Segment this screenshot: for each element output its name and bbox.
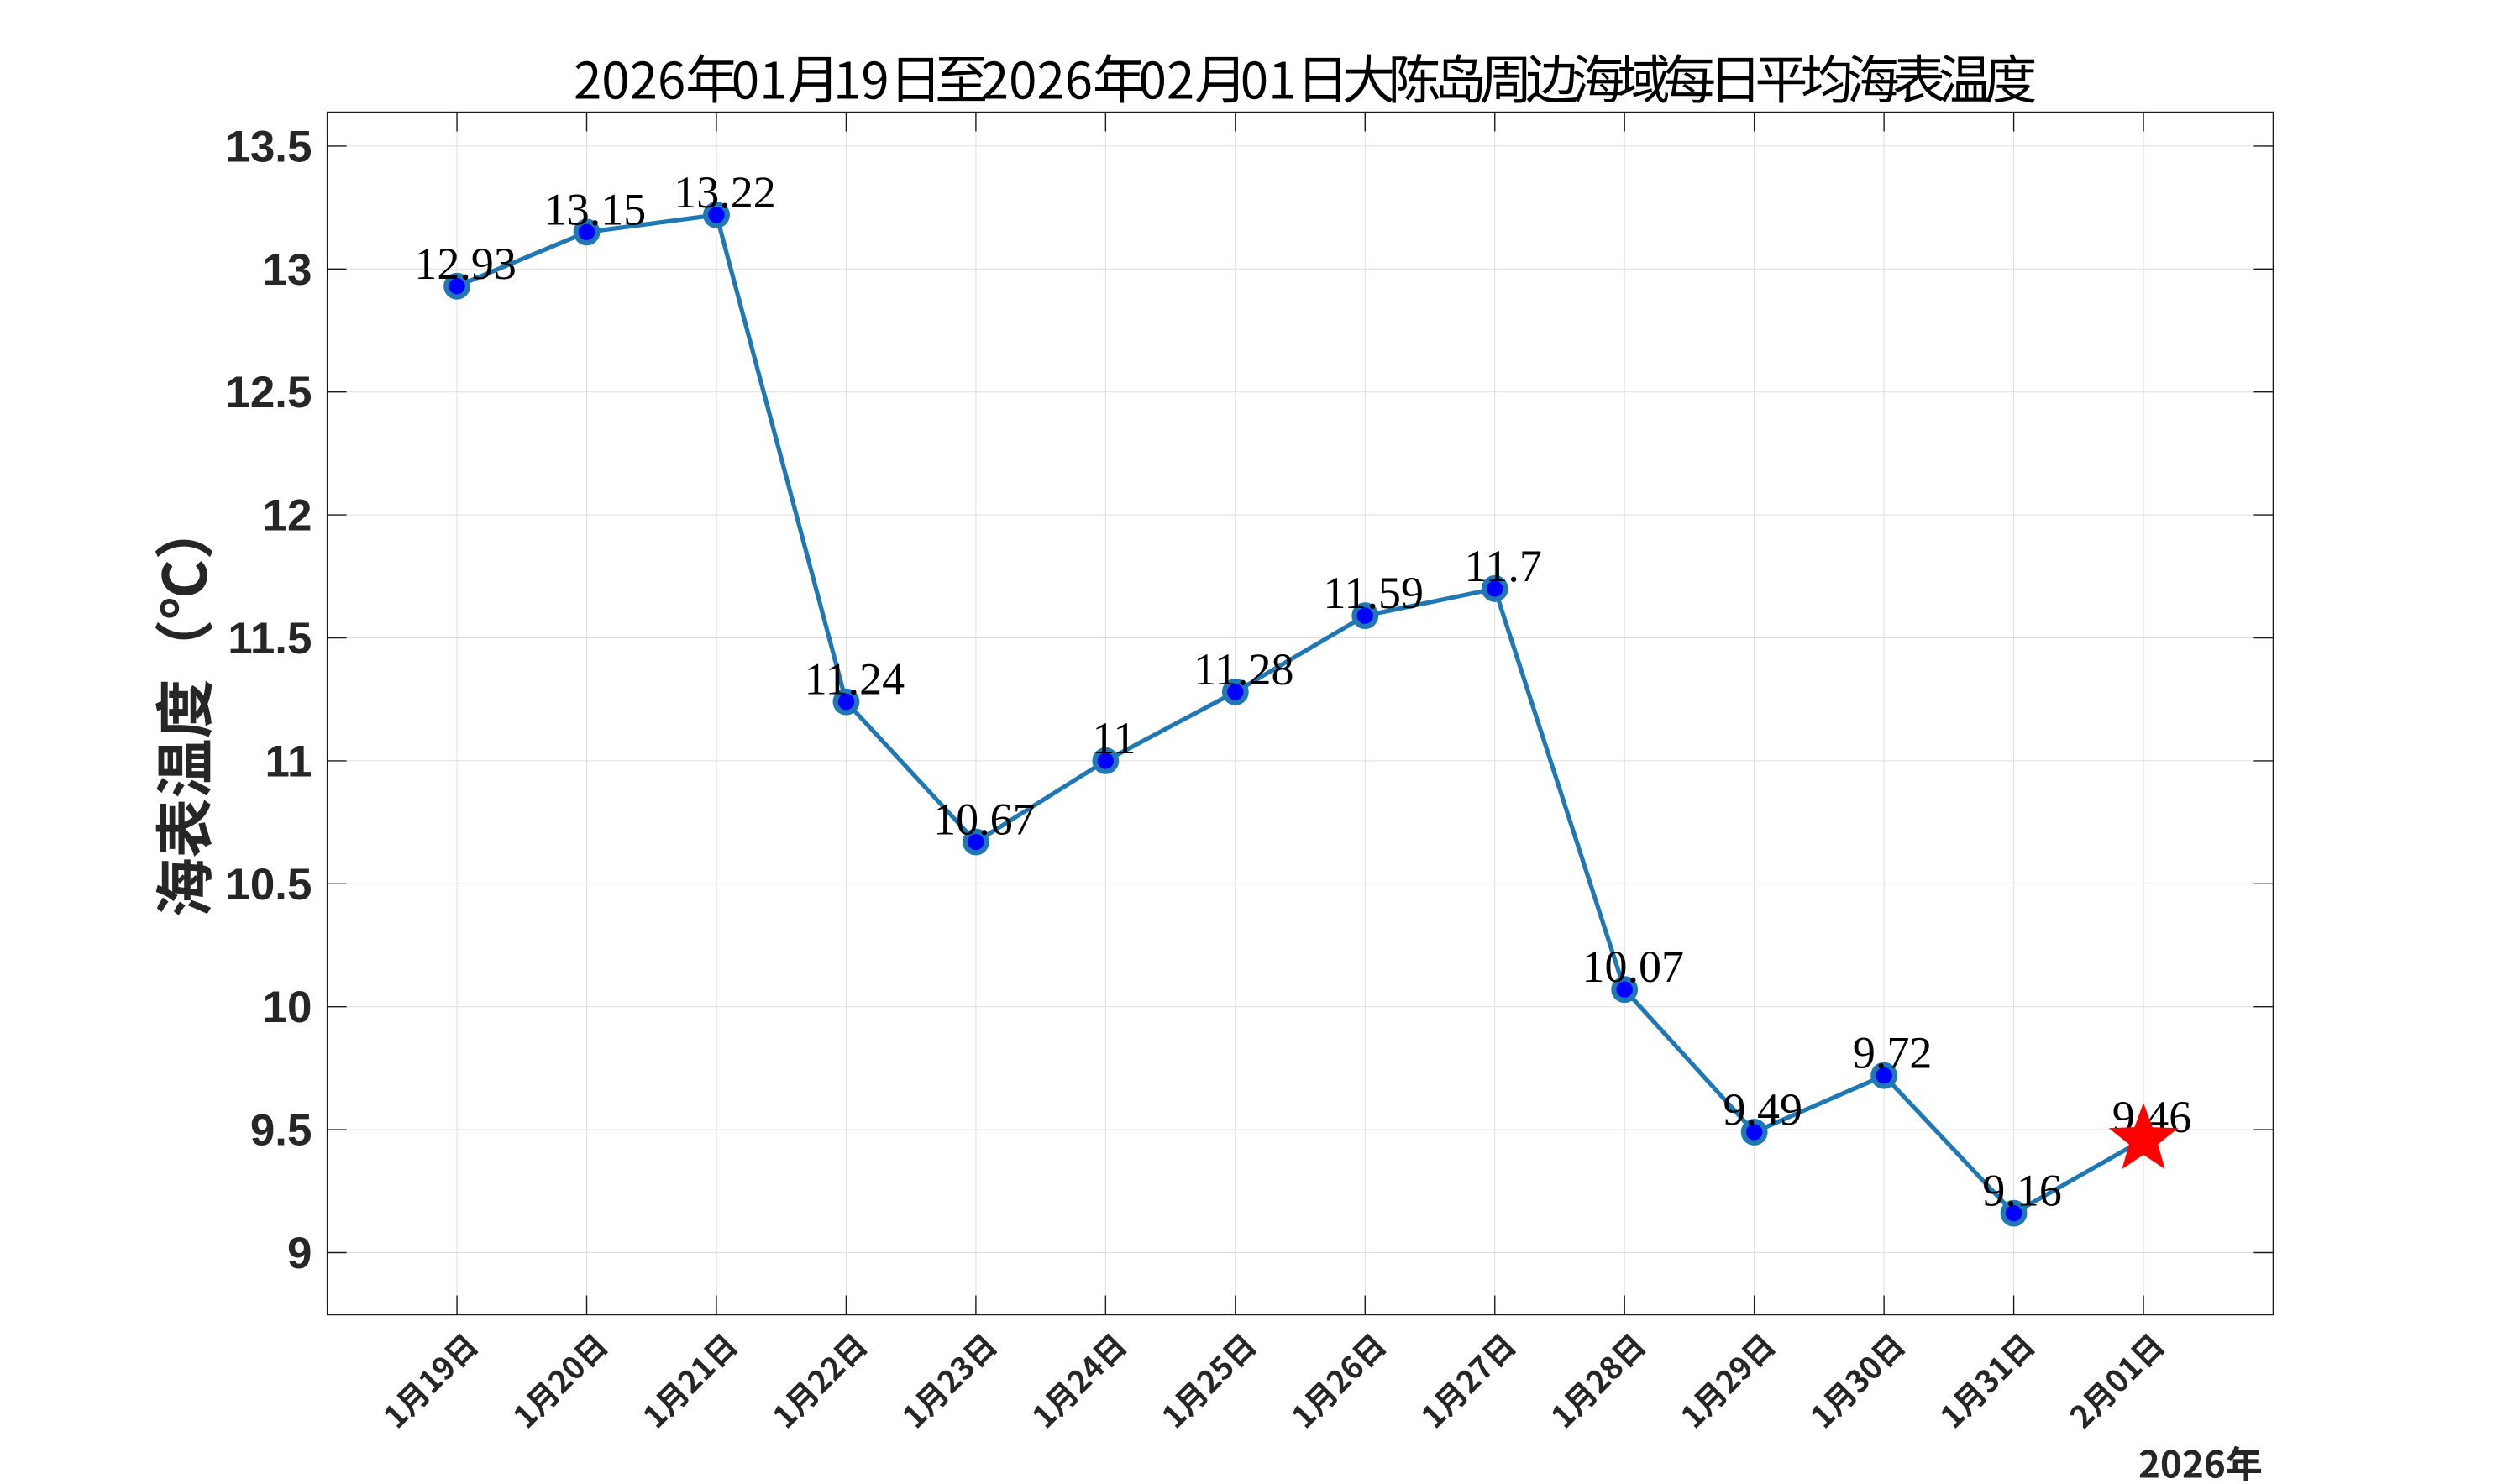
svg-text:13.15: 13.15 [544,184,647,234]
svg-text:11.24: 11.24 [805,654,905,705]
svg-text:9.49: 9.49 [1723,1084,1802,1135]
svg-text:13.5: 13.5 [225,122,312,171]
svg-text:11.59: 11.59 [1324,568,1424,618]
svg-text:11.28: 11.28 [1194,644,1294,695]
svg-text:13: 13 [263,245,312,295]
svg-text:9.72: 9.72 [1853,1028,1933,1078]
svg-text:11: 11 [265,737,312,786]
svg-text:12: 12 [263,491,312,541]
svg-text:12.93: 12.93 [414,239,517,289]
svg-text:9.5: 9.5 [250,1106,312,1156]
svg-text:12.5: 12.5 [225,368,312,417]
svg-text:10.07: 10.07 [1582,941,1684,992]
svg-text:11.7: 11.7 [1464,541,1542,591]
svg-text:10.67: 10.67 [933,794,1036,845]
svg-text:11: 11 [1092,713,1136,763]
svg-text:9.16: 9.16 [1982,1166,2062,1216]
svg-text:11.5: 11.5 [228,614,312,663]
svg-text:10.5: 10.5 [225,860,312,910]
svg-text:13.22: 13.22 [674,167,776,218]
svg-text:10: 10 [263,983,312,1032]
svg-text:9: 9 [287,1229,312,1278]
